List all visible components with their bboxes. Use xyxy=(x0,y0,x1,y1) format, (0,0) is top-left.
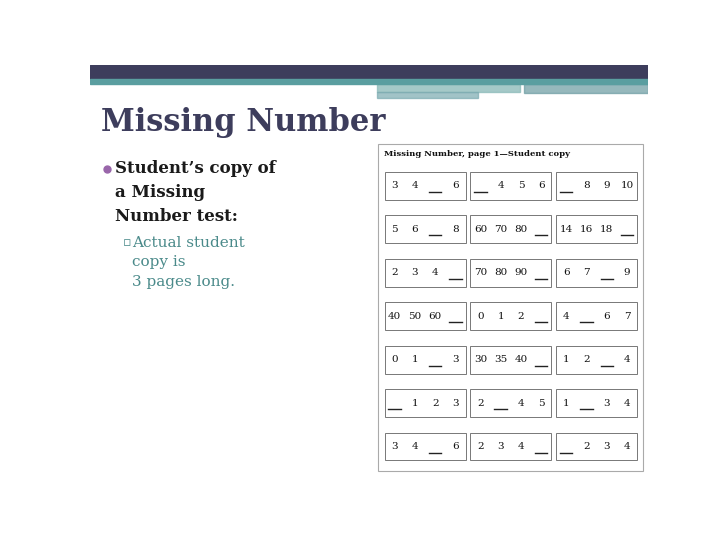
Text: 16: 16 xyxy=(580,225,593,234)
Text: 4: 4 xyxy=(563,312,570,321)
Bar xyxy=(470,433,552,461)
Text: 50: 50 xyxy=(408,312,421,321)
Text: 3: 3 xyxy=(412,268,418,277)
Text: 1: 1 xyxy=(412,355,418,364)
Text: 4: 4 xyxy=(624,399,630,408)
Bar xyxy=(556,389,637,417)
Bar xyxy=(470,215,552,243)
Bar xyxy=(470,302,552,330)
Bar xyxy=(384,215,466,243)
Text: 6: 6 xyxy=(603,312,610,321)
Text: 7: 7 xyxy=(624,312,630,321)
Bar xyxy=(384,172,466,200)
Text: 80: 80 xyxy=(494,268,508,277)
Bar xyxy=(524,84,648,93)
Text: 3: 3 xyxy=(452,399,459,408)
Text: 90: 90 xyxy=(514,268,528,277)
Text: 80: 80 xyxy=(514,225,528,234)
Text: Student’s copy of
a Missing
Number test:: Student’s copy of a Missing Number test: xyxy=(114,159,276,225)
Text: 6: 6 xyxy=(412,225,418,234)
Text: 9: 9 xyxy=(603,181,610,191)
Text: 4: 4 xyxy=(624,355,630,364)
Text: 2: 2 xyxy=(392,268,398,277)
Text: 14: 14 xyxy=(559,225,573,234)
Bar xyxy=(384,302,466,330)
Text: 35: 35 xyxy=(494,355,508,364)
Text: 70: 70 xyxy=(494,225,508,234)
Text: Actual student
copy is
3 pages long.: Actual student copy is 3 pages long. xyxy=(132,236,245,289)
Text: 40: 40 xyxy=(388,312,401,321)
Text: 3: 3 xyxy=(603,442,610,451)
Bar xyxy=(384,433,466,461)
Text: 3: 3 xyxy=(392,442,398,451)
Text: 2: 2 xyxy=(432,399,438,408)
Bar xyxy=(556,172,637,200)
Bar xyxy=(90,79,648,84)
Bar xyxy=(378,144,644,471)
Text: 1: 1 xyxy=(563,355,570,364)
Text: 2: 2 xyxy=(477,442,484,451)
Text: ▫: ▫ xyxy=(122,236,131,249)
Text: 3: 3 xyxy=(603,399,610,408)
Bar xyxy=(556,215,637,243)
Text: 0: 0 xyxy=(392,355,398,364)
Bar xyxy=(470,389,552,417)
Bar xyxy=(556,433,637,461)
Bar xyxy=(470,172,552,200)
Text: 10: 10 xyxy=(621,181,634,191)
Text: 3: 3 xyxy=(392,181,398,191)
Text: 30: 30 xyxy=(474,355,487,364)
Bar xyxy=(90,65,648,79)
Text: 40: 40 xyxy=(514,355,528,364)
Text: 1: 1 xyxy=(412,399,418,408)
Bar xyxy=(470,259,552,287)
Text: 8: 8 xyxy=(583,181,590,191)
Text: 2: 2 xyxy=(518,312,524,321)
Text: 4: 4 xyxy=(412,442,418,451)
Text: 1: 1 xyxy=(498,312,504,321)
Bar xyxy=(384,389,466,417)
Text: 4: 4 xyxy=(518,442,524,451)
Text: 2: 2 xyxy=(583,442,590,451)
Bar xyxy=(556,302,637,330)
Text: 4: 4 xyxy=(412,181,418,191)
Text: 4: 4 xyxy=(432,268,438,277)
Bar xyxy=(556,346,637,374)
Text: 18: 18 xyxy=(600,225,613,234)
Text: 8: 8 xyxy=(452,225,459,234)
Text: 5: 5 xyxy=(538,399,544,408)
Bar xyxy=(470,346,552,374)
Text: 6: 6 xyxy=(538,181,544,191)
Text: 1: 1 xyxy=(563,399,570,408)
Text: 6: 6 xyxy=(452,442,459,451)
Text: 70: 70 xyxy=(474,268,487,277)
Text: 5: 5 xyxy=(392,225,398,234)
Text: Missing Number, page 1—Student copy: Missing Number, page 1—Student copy xyxy=(384,150,570,158)
Text: 3: 3 xyxy=(498,442,504,451)
Text: 2: 2 xyxy=(583,355,590,364)
Text: 4: 4 xyxy=(518,399,524,408)
Text: 9: 9 xyxy=(624,268,630,277)
Bar xyxy=(384,259,466,287)
Text: 3: 3 xyxy=(452,355,459,364)
Text: 6: 6 xyxy=(563,268,570,277)
Text: Missing Number: Missing Number xyxy=(101,107,385,138)
Text: 60: 60 xyxy=(428,312,442,321)
Text: 0: 0 xyxy=(477,312,484,321)
Text: 60: 60 xyxy=(474,225,487,234)
Text: 4: 4 xyxy=(624,442,630,451)
Text: 6: 6 xyxy=(452,181,459,191)
Bar xyxy=(377,84,520,92)
Bar xyxy=(556,259,637,287)
Text: 7: 7 xyxy=(583,268,590,277)
Bar xyxy=(377,92,477,98)
Text: 5: 5 xyxy=(518,181,524,191)
Text: 4: 4 xyxy=(498,181,504,191)
Bar xyxy=(384,346,466,374)
Text: 2: 2 xyxy=(477,399,484,408)
